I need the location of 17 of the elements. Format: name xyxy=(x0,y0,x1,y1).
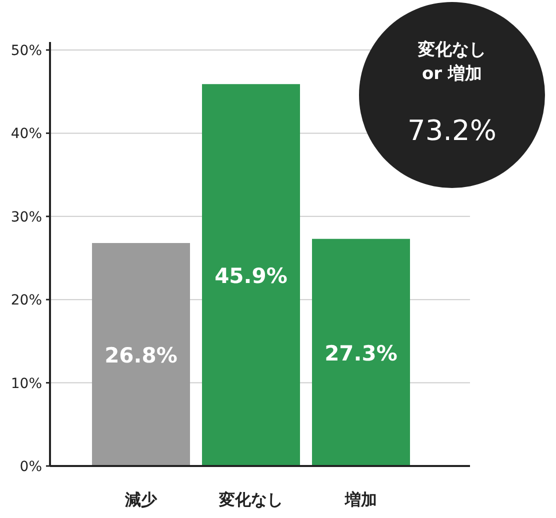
y-tick-label: 0% xyxy=(20,459,42,475)
y-tick-label: 10% xyxy=(10,376,42,392)
bar xyxy=(202,84,300,466)
annotation: 変化なし or 増加 xyxy=(417,40,486,84)
data-label: 45.9% xyxy=(214,264,288,288)
data-label: 26.8% xyxy=(104,344,178,368)
x-tick-label: 増加 xyxy=(344,490,377,509)
annotation: 73.2% xyxy=(408,114,496,147)
bar xyxy=(312,238,410,466)
y-tick-label: 40% xyxy=(10,126,42,142)
y-tick-label: 20% xyxy=(10,292,42,309)
x-tick-label: 減少 xyxy=(124,490,158,509)
y-tick-label: 50% xyxy=(10,43,42,59)
data-label: 27.3% xyxy=(324,341,398,366)
bar xyxy=(92,243,190,466)
x-tick-label: 変化なし xyxy=(218,490,283,509)
y-tick-label: 30% xyxy=(10,209,42,226)
